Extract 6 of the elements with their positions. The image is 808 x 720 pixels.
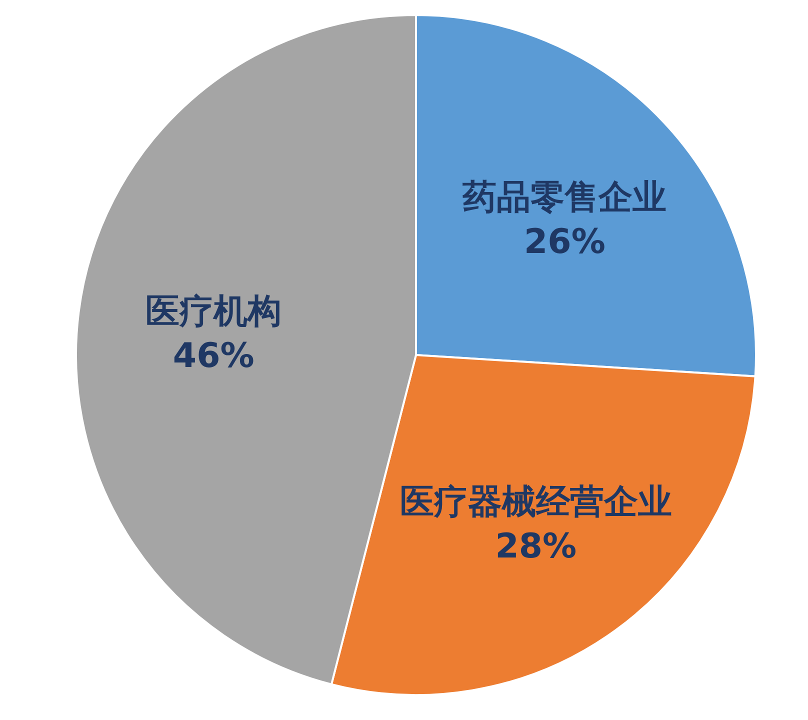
slice-label: 医疗机构 <box>146 292 282 332</box>
data-label: 46% <box>172 336 254 376</box>
data-label: 26% <box>524 222 606 262</box>
slice-label: 医疗器械经营企业 <box>400 482 672 522</box>
data-label: 28% <box>495 526 577 566</box>
slice-label: 药品零售企业 <box>462 178 667 218</box>
